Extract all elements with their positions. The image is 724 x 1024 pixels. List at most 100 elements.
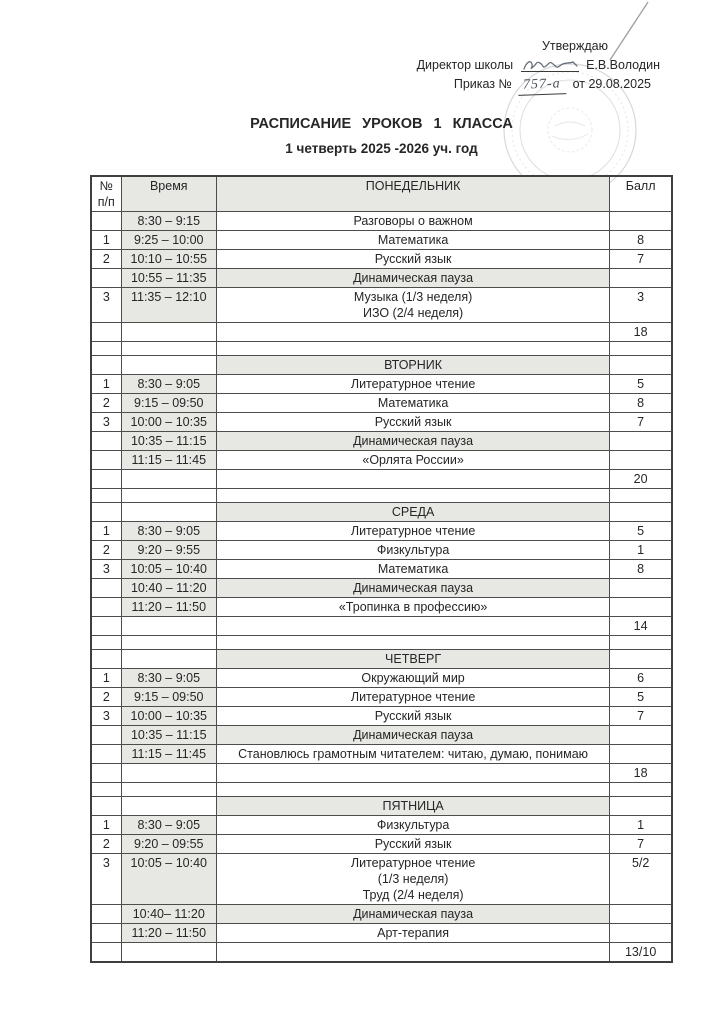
cell-score (609, 904, 673, 924)
cell-time: 11:15 – 11:45 (120, 450, 217, 470)
cell-subject: Русский язык (215, 412, 611, 432)
lesson-row: 2 10:10 – 10:55 Русский язык 7 (90, 249, 673, 269)
director-signature (520, 58, 579, 72)
cell-time (120, 355, 217, 375)
cell-num: 2 (90, 834, 122, 854)
cell-time: 9:25 – 10:00 (120, 230, 217, 250)
cell-subject: Окружающий мир (215, 668, 611, 688)
cell-subject: Литературное чтение (215, 521, 611, 541)
cell-time (120, 616, 217, 636)
lesson-row: 3 10:05 – 10:40 Математика 8 (90, 559, 673, 579)
cell-subject (215, 341, 611, 356)
order-line: Приказ № 757-а от 29.08.2025 (417, 74, 660, 96)
cell-score: 8 (609, 393, 673, 413)
cell-score: 5 (609, 687, 673, 707)
cell-score: 7 (609, 706, 673, 726)
cell-subject (215, 782, 611, 797)
lesson-row: 3 11:35 – 12:10 Музыка (1/3 неделя) ИЗО (2/… (90, 287, 673, 323)
lesson-row: 2 9:20 – 09:55 Русский язык 7 (90, 834, 673, 854)
cell-subject: ЧЕТВЕРГ (215, 649, 611, 669)
total-row: 18 (90, 322, 673, 342)
pause-row: 10:55 – 11:35 Динамическая пауза (90, 268, 673, 288)
cell-num (90, 923, 122, 943)
lesson-row: 3 10:00 – 10:35 Русский язык 7 (90, 412, 673, 432)
blank-row (90, 635, 673, 650)
director-line: Директор школы Е.В.Володин (417, 56, 660, 75)
cell-score: 13/10 (609, 942, 673, 963)
cell-num (90, 597, 122, 617)
cell-score (609, 578, 673, 598)
cell-num: 1 (90, 668, 122, 688)
cell-num (90, 502, 122, 522)
cell-time: 10:35 – 11:15 (120, 431, 217, 451)
cell-time: 10:00 – 10:35 (120, 412, 217, 432)
cell-time: 8:30 – 9:15 (120, 211, 217, 231)
lesson-row: 8:30 – 9:15 Разговоры о важном (90, 211, 673, 231)
day-header-row: СРЕДА (90, 502, 673, 522)
cell-time (120, 796, 217, 816)
cell-time: 11:15 – 11:45 (120, 744, 217, 764)
cell-num (90, 635, 122, 650)
cell-time: 11:20 – 11:50 (120, 597, 217, 617)
cell-time: 10:05 – 10:40 (120, 853, 217, 905)
pause-row: 10:40– 11:20 Динамическая пауза (90, 904, 673, 924)
lesson-row: 2 9:15 – 09:50 Литературное чтение 5 (90, 687, 673, 707)
cell-num: 2 (90, 393, 122, 413)
total-row: 13/10 (90, 942, 673, 963)
table-header-row: № п/п Время ПОНЕДЕЛЬНИК Балл (90, 175, 673, 212)
cell-subject: Динамическая пауза (215, 431, 611, 451)
cell-subject (215, 635, 611, 650)
cell-time: 8:30 – 9:05 (120, 815, 217, 835)
order-suffix: от 29.08.2025 (572, 77, 651, 91)
blank-row (90, 782, 673, 797)
cell-subject: Музыка (1/3 неделя) ИЗО (2/4 неделя) (215, 287, 611, 323)
cell-num (90, 782, 122, 797)
lesson-row: 1 8:30 – 9:05 Физкультура 1 (90, 815, 673, 835)
cell-score: 3 (609, 287, 673, 323)
lesson-row: 2 9:15 – 09:50 Математика 8 (90, 393, 673, 413)
cell-subject: Русский язык (215, 834, 611, 854)
cell-time: 10:40– 11:20 (120, 904, 217, 924)
page-title: РАСПИСАНИЕ УРОКОВ 1 КЛАССА (250, 116, 513, 132)
cell-score (609, 782, 673, 797)
cell-subject (215, 322, 611, 342)
cell-score: 1 (609, 540, 673, 560)
cell-time: 10:35 – 11:15 (120, 725, 217, 745)
cell-score (609, 341, 673, 356)
cell-subject (215, 469, 611, 489)
cell-num: 1 (90, 374, 122, 394)
cell-subject: Математика (215, 230, 611, 250)
cell-time: 10:05 – 10:40 (120, 559, 217, 579)
cell-num (90, 578, 122, 598)
header-num: № п/п (90, 175, 122, 212)
order-prefix: Приказ № (453, 77, 512, 91)
lesson-row: 1 9:25 – 10:00 Математика 8 (90, 230, 673, 250)
pause-row: 10:35 – 11:15 Динамическая пауза (90, 431, 673, 451)
approval-block: Утверждаю Директор школы Е.В.Володин При… (417, 37, 660, 96)
total-row: 18 (90, 763, 673, 783)
cell-subject: Русский язык (215, 249, 611, 269)
cell-subject (215, 942, 611, 963)
cell-time: 8:30 – 9:05 (120, 374, 217, 394)
cell-score (609, 431, 673, 451)
cell-num (90, 211, 122, 231)
cell-time: 10:40 – 11:20 (120, 578, 217, 598)
approve-label: Утверждаю (541, 39, 608, 53)
cell-time (120, 488, 217, 503)
cell-num (90, 341, 122, 356)
cell-score: 5 (609, 521, 673, 541)
cell-subject (215, 616, 611, 636)
cell-score (609, 923, 673, 943)
day-header-row: ВТОРНИК (90, 355, 673, 375)
cell-score: 5/2 (609, 853, 673, 905)
cell-num (90, 616, 122, 636)
cell-score (609, 211, 673, 231)
cell-score (609, 268, 673, 288)
director-name: Е.В.Володин (586, 58, 660, 72)
cell-subject: Русский язык (215, 706, 611, 726)
order-number-handwritten: 757-а (518, 74, 567, 96)
lesson-row: 11:20 – 11:50 Арт-терапия (90, 923, 673, 943)
cell-time: 8:30 – 9:05 (120, 521, 217, 541)
blank-row (90, 341, 673, 356)
